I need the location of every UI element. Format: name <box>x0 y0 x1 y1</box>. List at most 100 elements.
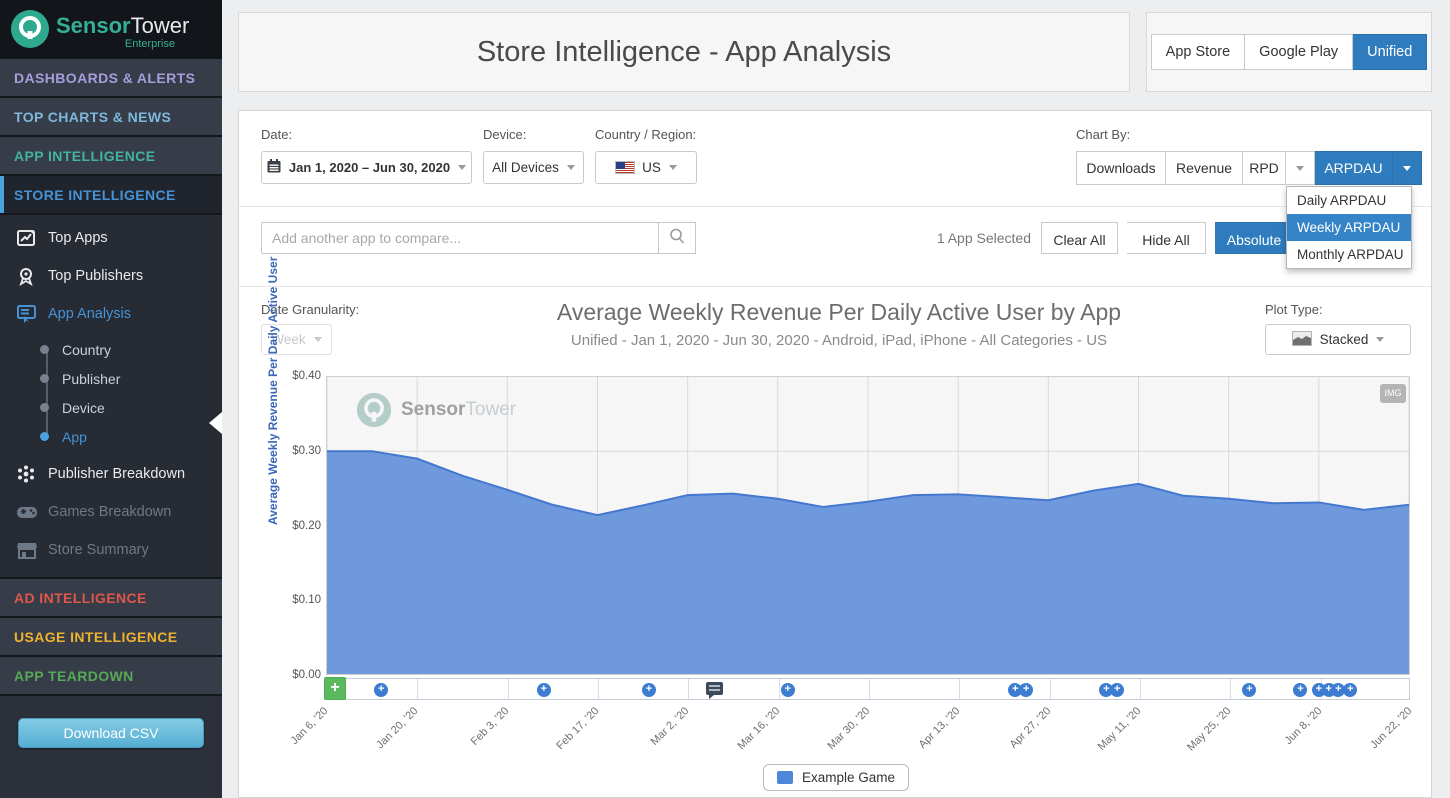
sidebar-item-publisher-breakdown[interactable]: Publisher Breakdown <box>0 455 222 493</box>
downloads-button[interactable]: Downloads <box>1076 151 1166 185</box>
sidebar-item-country[interactable]: Country <box>0 335 222 364</box>
logo-block: SensorTower Enterprise <box>0 0 222 59</box>
x-tick-label: Apr 27, '20 <box>1007 705 1054 751</box>
sidebar-item-top-publishers[interactable]: Top Publishers <box>0 257 222 295</box>
search-input[interactable] <box>261 222 659 254</box>
timeline-event-icon[interactable]: + <box>536 683 551 697</box>
chart-by-group: Downloads Revenue RPD ARPDAU <box>1076 151 1422 185</box>
sidebar: SensorTower Enterprise DASHBOARDS & ALER… <box>0 0 222 798</box>
app-store-button[interactable]: App Store <box>1150 34 1246 70</box>
search-icon <box>668 227 686 250</box>
timeline-event-icon[interactable]: + <box>780 683 795 697</box>
bullet-icon <box>40 403 49 412</box>
sidebar-item-app-intelligence[interactable]: APP INTELLIGENCE <box>0 137 222 176</box>
event-timeline-strip[interactable]: + + + + + + + + + + + + + + <box>326 678 1410 700</box>
x-tick-label: Jan 20, '20 <box>374 705 421 752</box>
arpdau-button[interactable]: ARPDAU <box>1315 151 1393 185</box>
strip-divider <box>688 679 690 699</box>
arpdau-dropdown-button[interactable] <box>1393 151 1422 185</box>
sidebar-item-ad-intelligence[interactable]: AD INTELLIGENCE <box>0 579 222 618</box>
y-tick-label: $0.10 <box>292 594 321 607</box>
menu-item-monthly-arpdau[interactable]: Monthly ARPDAU <box>1297 247 1404 262</box>
country-filter-label: Country / Region: <box>595 127 697 142</box>
plot-type-label: Plot Type: <box>1265 302 1323 317</box>
timeline-event-icon[interactable]: + <box>1293 683 1308 697</box>
strip-divider <box>959 679 961 699</box>
x-tick-label: Jun 8, '20 <box>1282 705 1325 747</box>
chart-title: Average Weekly Revenue Per Daily Active … <box>556 299 1122 325</box>
sidebar-item-app-teardown[interactable]: APP TEARDOWN <box>0 657 222 696</box>
absolute-button[interactable]: Absolute <box>1215 222 1294 254</box>
stacked-area-icon <box>1291 330 1312 349</box>
search-button[interactable] <box>658 222 696 254</box>
sidebar-item-device[interactable]: Device <box>0 393 222 422</box>
chart-plot-area[interactable] <box>326 376 1410 675</box>
download-csv-button[interactable]: Download CSV <box>18 718 204 748</box>
plot-type-select[interactable]: Stacked <box>1265 324 1411 355</box>
divider <box>239 206 1431 207</box>
revenue-button[interactable]: Revenue <box>1166 151 1243 185</box>
timeline-comment-icon[interactable] <box>705 682 723 699</box>
sidebar-item-usage-intelligence[interactable]: USAGE INTELLIGENCE <box>0 618 222 657</box>
timeline-event-icon[interactable]: + <box>641 683 656 697</box>
main-panel: Date: Jan 1, 2020 – Jun 30, 2020 Device:… <box>238 110 1432 798</box>
strip-divider <box>869 679 870 699</box>
timeline-event-icon[interactable]: + <box>1110 683 1125 697</box>
x-tick-label: Mar 2, '20 <box>648 705 692 748</box>
timeline-event-icon[interactable]: + <box>1331 683 1346 697</box>
store-summary-icon <box>16 540 38 560</box>
watermark-logo-icon <box>356 392 392 428</box>
menu-item-daily-arpdau[interactable]: Daily ARPDAU <box>1297 193 1387 208</box>
strip-divider <box>1230 679 1232 699</box>
sidebar-item-dashboards-alerts[interactable]: DASHBOARDS & ALERTS <box>0 59 222 98</box>
country-select[interactable]: US <box>595 151 697 184</box>
timeline-event-icon[interactable]: + <box>1019 683 1034 697</box>
granularity-value: Week <box>271 332 306 347</box>
sidebar-item-top-apps[interactable]: Top Apps <box>0 219 222 257</box>
sensortower-logo-icon <box>10 9 50 54</box>
google-play-button[interactable]: Google Play <box>1245 34 1354 70</box>
timeline-event-icon[interactable]: + <box>374 683 389 697</box>
bullet-icon <box>40 432 49 441</box>
menu-item-weekly-arpdau[interactable]: Weekly ARPDAU <box>1287 214 1411 241</box>
legend-item[interactable]: Example Game <box>762 764 910 791</box>
unified-button[interactable]: Unified <box>1353 34 1428 70</box>
sidebar-item-label: Top Apps <box>48 230 108 246</box>
add-event-button[interactable]: + <box>324 677 346 700</box>
export-image-button[interactable]: IMG <box>1380 384 1406 403</box>
sidebar-item-label: Games Breakdown <box>48 504 172 520</box>
chevron-down-icon <box>668 165 677 170</box>
rpd-dropdown-button[interactable] <box>1286 151 1315 185</box>
x-tick-label: Feb 3, '20 <box>468 705 512 748</box>
sidebar-item-games-breakdown[interactable]: Games Breakdown <box>0 493 222 531</box>
device-select[interactable]: All Devices <box>483 151 584 184</box>
brand-edition: Enterprise <box>124 38 175 50</box>
sidebar-item-publisher[interactable]: Publisher <box>0 364 222 393</box>
chevron-down-icon <box>313 337 322 342</box>
tree-connector-line <box>46 349 48 439</box>
granularity-select[interactable]: Week <box>261 324 332 355</box>
timeline-event-icon[interactable]: + <box>1242 683 1257 697</box>
device-value: All Devices <box>492 160 559 175</box>
sidebar-item-label: Top Publishers <box>48 268 144 284</box>
sidebar-item-label: Device <box>62 399 105 416</box>
timeline-event-icon[interactable]: + <box>1099 683 1114 697</box>
y-tick-label: $0.20 <box>292 519 321 532</box>
chevron-down-icon <box>1376 337 1385 342</box>
store-intelligence-submenu: Top Apps Top Publishers App Analysis Cou… <box>0 215 222 579</box>
date-range-picker[interactable]: Jan 1, 2020 – Jun 30, 2020 <box>261 151 472 184</box>
sidebar-item-app-analysis[interactable]: App Analysis <box>0 295 222 333</box>
rpd-button[interactable]: RPD <box>1243 151 1286 185</box>
sidebar-item-store-summary[interactable]: Store Summary <box>0 531 222 569</box>
sidebar-item-store-intelligence[interactable]: STORE INTELLIGENCE <box>0 176 222 215</box>
arpdau-dropdown-menu: Daily ARPDAU Weekly ARPDAU Monthly ARPDA… <box>1286 186 1412 269</box>
timeline-event-icon[interactable]: + <box>1008 683 1023 697</box>
sidebar-item-app[interactable]: App <box>0 412 222 451</box>
clear-all-button[interactable]: Clear All <box>1041 222 1118 254</box>
brand-name: SensorTower <box>56 13 189 39</box>
hide-all-button[interactable]: Hide All <box>1127 222 1206 254</box>
timeline-event-icon[interactable]: + <box>1343 683 1358 697</box>
sidebar-item-top-charts-news[interactable]: TOP CHARTS & NEWS <box>0 98 222 137</box>
y-tick-label: $0.30 <box>292 444 321 457</box>
watermark: SensorTower <box>356 392 516 428</box>
